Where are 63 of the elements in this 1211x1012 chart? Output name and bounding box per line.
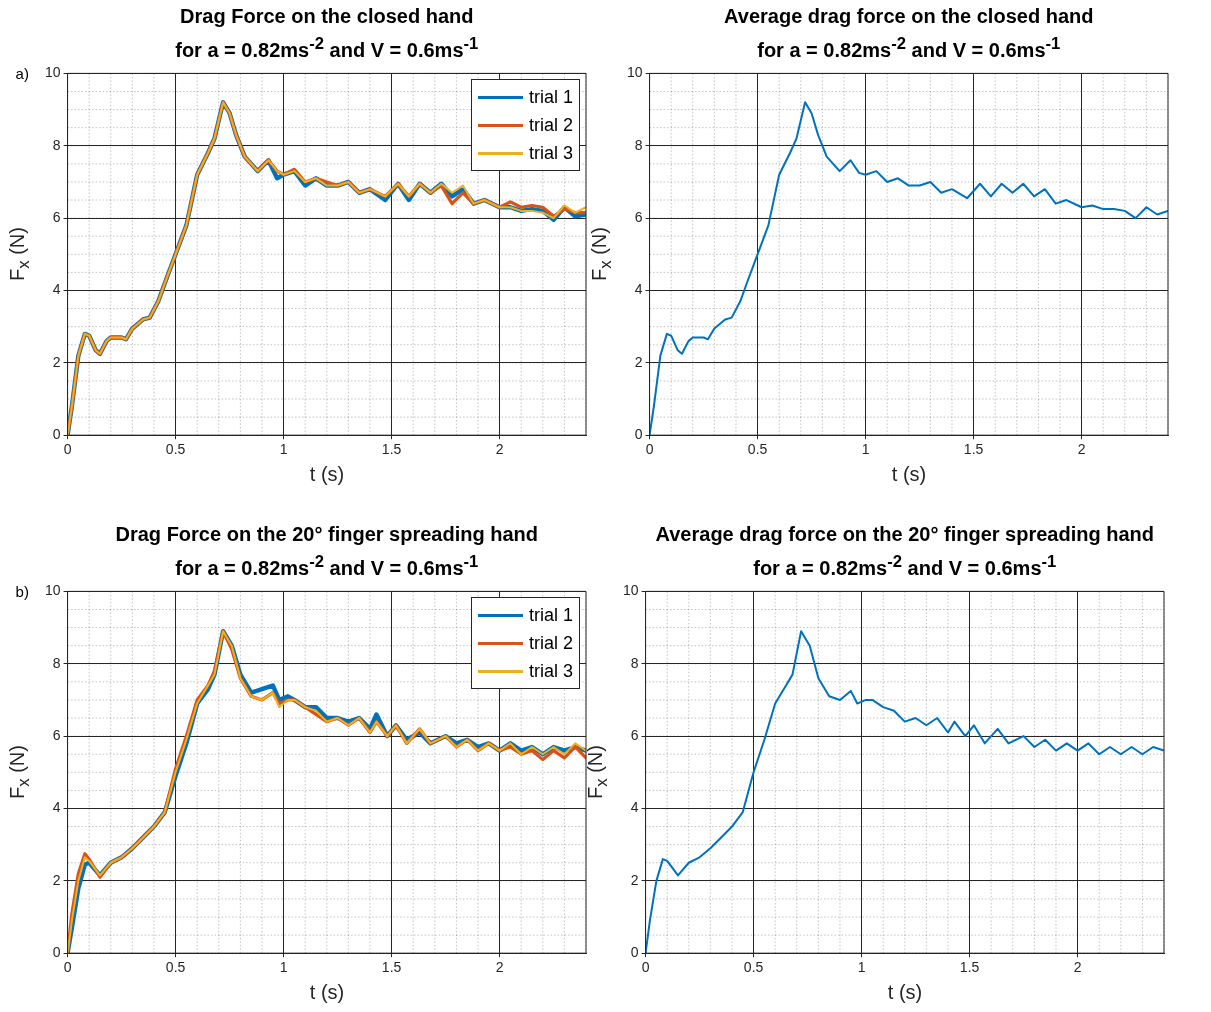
chart-title: Drag Force on the 20° finger spreading hand [115, 522, 539, 547]
legend-label: trial 2 [529, 632, 574, 654]
y-tick-label: 10 [622, 582, 639, 599]
y-tick-label: 6 [52, 208, 61, 225]
y-tick-label: 2 [52, 871, 61, 888]
y-tick-label: 2 [634, 353, 643, 370]
y-tick-label: 10 [44, 64, 61, 81]
y-tick-label: 8 [52, 136, 61, 153]
x-tick-label: 0.5 [165, 959, 186, 976]
x-tick-label: 1 [279, 441, 288, 458]
y-tick-label: 4 [634, 281, 643, 298]
x-tick-label: 2 [495, 959, 504, 976]
legend-label: trial 1 [529, 604, 574, 626]
x-tick-label: 1.5 [381, 441, 402, 458]
x-tick-label: 2 [1077, 441, 1086, 458]
x-tick-label: 0 [63, 959, 72, 976]
x-tick-label: 0.5 [747, 441, 768, 458]
x-tick-label: 1 [861, 441, 870, 458]
y-tick-label: 2 [52, 353, 61, 370]
x-axis-title: t (s) [887, 981, 923, 1005]
x-tick-label: 1.5 [381, 959, 402, 976]
y-tick-label: 4 [52, 799, 61, 816]
y-tick-label: 2 [630, 871, 639, 888]
legend-label: trial 2 [529, 114, 574, 136]
x-tick-label: 1 [279, 959, 288, 976]
legend-label: trial 1 [529, 86, 574, 108]
x-axis-title: t (s) [309, 463, 345, 487]
x-tick-label: 0.5 [743, 959, 764, 976]
chart-subtitle: for a = 0.82ms$^{-2}$ and V = 0.6ms$^{-1}$ [175, 33, 479, 63]
legend-label: trial 3 [529, 660, 574, 682]
y-tick-label: 0 [52, 426, 61, 443]
x-tick-label: 0 [63, 441, 72, 458]
y-tick-label: 4 [630, 799, 639, 816]
y-tick-label: 6 [52, 726, 61, 743]
y-tick-label: 6 [634, 208, 643, 225]
text: b) [15, 583, 29, 601]
legend-label: trial 3 [529, 142, 574, 164]
x-axis-title: t (s) [891, 463, 927, 487]
x-tick-label: 0.5 [165, 441, 186, 458]
x-tick-label: 1.5 [963, 441, 984, 458]
y-tick-label: 0 [630, 944, 639, 961]
chart-title: Average drag force on the 20° finger spreading hand [655, 522, 1155, 547]
y-tick-label: 0 [634, 426, 643, 443]
x-axis-title: t (s) [309, 981, 345, 1005]
text: a) [15, 65, 29, 83]
y-tick-label: 6 [630, 726, 639, 743]
chart-subtitle: for a = 0.82ms$^{-2}$ and V = 0.6ms$^{-1}$ [753, 551, 1057, 581]
y-tick-label: 4 [52, 281, 61, 298]
x-tick-label: 1 [857, 959, 866, 976]
chart-title: Average drag force on the closed hand [724, 4, 1094, 29]
x-tick-label: 2 [495, 441, 504, 458]
chart-subtitle: for a = 0.82ms$^{-2}$ and V = 0.6ms$^{-1}$ [175, 551, 479, 581]
x-tick-label: 0 [645, 441, 654, 458]
y-tick-label: 8 [634, 136, 643, 153]
y-tick-label: 10 [626, 64, 643, 81]
y-tick-label: 8 [52, 654, 61, 671]
chart-subtitle: for a = 0.82ms$^{-2}$ and V = 0.6ms$^{-1}$ [757, 33, 1061, 63]
chart-title: Drag Force on the closed hand [180, 4, 474, 29]
y-tick-label: 10 [44, 582, 61, 599]
y-tick-label: 0 [52, 944, 61, 961]
x-tick-label: 1.5 [959, 959, 980, 976]
y-tick-label: 8 [630, 654, 639, 671]
x-tick-label: 2 [1073, 959, 1082, 976]
